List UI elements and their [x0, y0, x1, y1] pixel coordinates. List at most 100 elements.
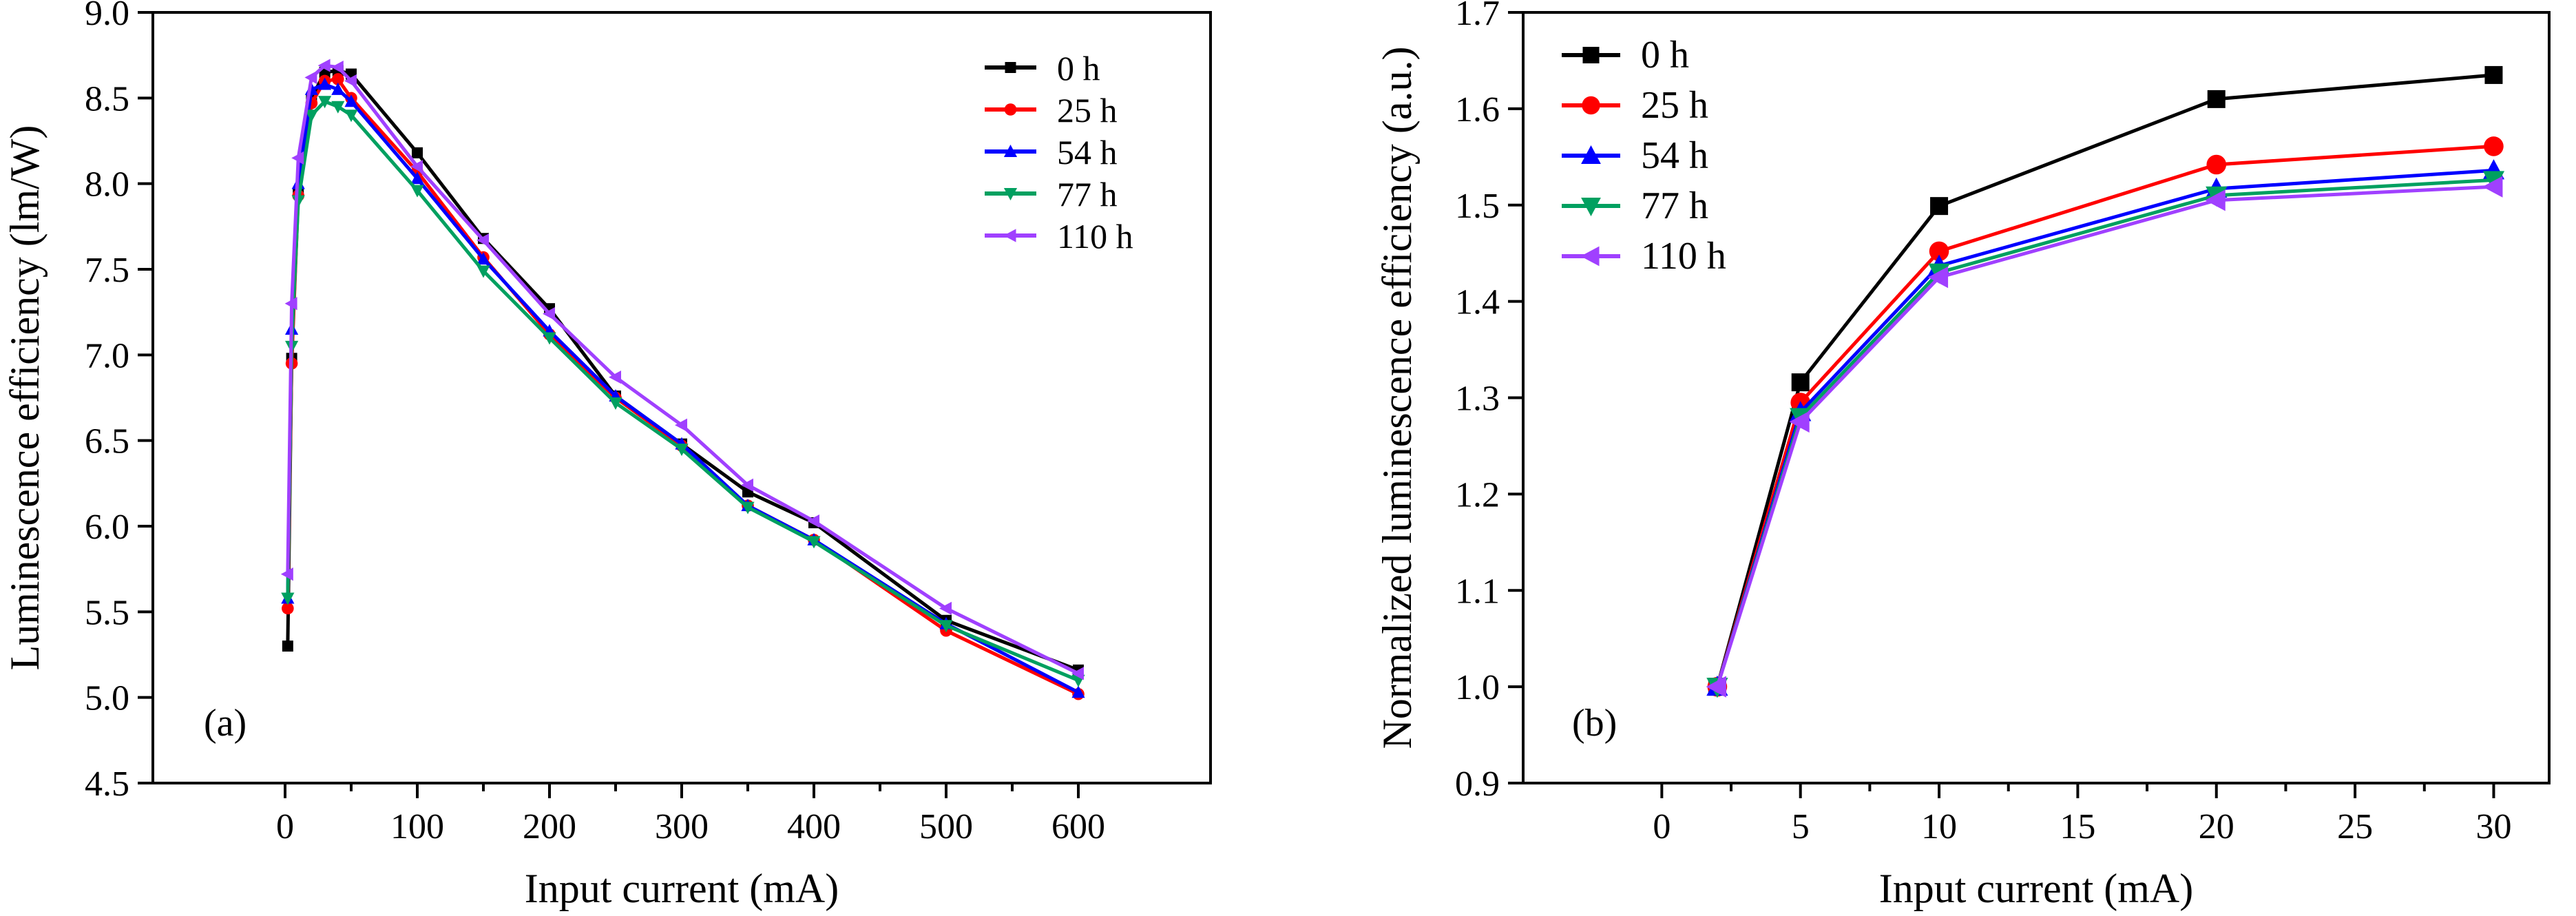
panel-b-y-tick-label: 1.0: [1455, 668, 1500, 707]
panel-a-data-point: [477, 252, 490, 265]
panel-b-data-point: [2205, 189, 2226, 211]
panel-a-data-point: [477, 233, 489, 247]
panel-a-data-point: [410, 160, 423, 174]
panel-b-data-point: [2207, 90, 2226, 108]
panel-a-data-point: [807, 536, 821, 549]
panel-b-y-tick-label: 0.9: [1455, 764, 1500, 804]
panel-a-data-point: [675, 418, 687, 432]
panel-a-data-point: [609, 397, 622, 410]
panel-b-y-tick-label: 1.5: [1455, 187, 1500, 226]
panel-b-x-tick-label: 30: [2475, 807, 2511, 846]
panel-a-data-point: [280, 568, 293, 581]
panel-b-data-point: [1929, 241, 1949, 262]
panel-a-data-point: [282, 641, 293, 652]
panel-b-data-point: [1706, 676, 1726, 698]
panel-b-legend-marker: [1582, 96, 1600, 115]
panel-a-data-point: [318, 96, 332, 109]
panel-b-series-line: [1715, 178, 2494, 687]
panel-a-legend-label: 54 h: [1057, 133, 1118, 171]
panel-a-data-point: [331, 82, 345, 95]
panel-a-legend-marker: [1003, 188, 1018, 200]
panel-a-label: (a): [204, 702, 247, 745]
panel-a-y-tick-label: 8.0: [85, 165, 129, 205]
panel-b-series-line: [1715, 168, 2494, 687]
panel-a-y-tick-label: 5.0: [85, 679, 129, 718]
panel-b-legend-label: 54 h: [1641, 134, 1708, 177]
panel-a-plot-frame: [151, 11, 1212, 784]
panel-a-chart: 0 100 200 300 400 500 600 4.5 5.0 5.5 6.0 6.5 7.0 7.5…: [2, 0, 1212, 911]
panel-a-data-point: [807, 514, 819, 528]
panel-a-legend-marker: [1003, 145, 1018, 157]
panel-a-data-point: [1071, 667, 1084, 680]
panel-a-data-point: [543, 307, 555, 321]
panel-a-data-point: [282, 602, 294, 615]
panel-b-label: (b): [1572, 702, 1617, 745]
panel-b-plot-frame: [1522, 11, 2551, 784]
panel-b-legend-label: 110 h: [1641, 235, 1726, 278]
panel-b-data-point: [2206, 154, 2227, 175]
panel-a-y-tick-label: 6.5: [85, 422, 129, 461]
panel-b-data-point: [1789, 410, 1810, 433]
panel-a-data-point: [344, 110, 358, 123]
panel-a-data-point: [317, 59, 331, 72]
panel-a-y-tick-label: 4.5: [85, 764, 129, 804]
panel-a-legend-label: 0 h: [1057, 49, 1100, 87]
panel-a-data-point: [675, 444, 689, 457]
panel-a-y-tick-label: 8.5: [85, 79, 129, 118]
panel-b-y-tick-label: 1.2: [1455, 475, 1500, 514]
panel-a-x-tick-label: 200: [523, 807, 576, 846]
panel-a-data-point: [609, 371, 621, 384]
panel-a-data-point: [939, 601, 952, 615]
panel-a-data-point: [412, 147, 423, 158]
panel-a-series-line: [286, 99, 1079, 683]
panel-a-y-tick-label: 7.5: [85, 251, 129, 290]
panel-a-data-point: [1071, 685, 1085, 698]
panel-a-series-line: [286, 77, 1080, 696]
panel-b-x-tick-label: 25: [2337, 807, 2373, 846]
panel-a-data-point: [284, 297, 297, 311]
panel-b-data-point: [1927, 267, 1949, 289]
panel-a-data-point: [331, 101, 345, 114]
panel-a-data-point: [332, 73, 344, 85]
panel-b-legend: 0 h 25 h 54 h 77 h 110 h: [1562, 34, 1726, 278]
panel-b-y-tick-label: 1.6: [1455, 90, 1500, 129]
panel-a-data-point: [318, 77, 332, 90]
panel-b-x-tick-label: 5: [1792, 807, 1810, 846]
panel-a-data-point: [741, 501, 755, 514]
panel-a-data-point: [410, 171, 424, 185]
panel-a-data-point: [281, 592, 295, 605]
panel-b-y-axis-title: Normalized luminescence efficiency (a.u.…: [1374, 46, 1420, 749]
panel-a-data-point: [344, 94, 358, 107]
panel-a-y-axis-title: Luminescence efficiency (lm/W): [2, 125, 48, 671]
panel-a-x-tick-label: 100: [390, 807, 444, 846]
panel-a-x-tick-label: 400: [787, 807, 841, 846]
panel-b-y-tick-label: 1.3: [1455, 379, 1500, 419]
panel-b-x-tick-label: 0: [1653, 807, 1671, 846]
panel-a-data-point: [331, 60, 344, 74]
panel-b-x-tick-label: 20: [2199, 807, 2234, 846]
panel-a-x-tick-label: 0: [276, 807, 294, 846]
panel-a-data-point: [291, 151, 304, 165]
panel-a-legend-label: 25 h: [1057, 91, 1118, 129]
panel-b-x-tick-label: 15: [2060, 807, 2095, 846]
panel-b-x-axis-title: Input current (mA): [1879, 866, 2194, 911]
panel-a-legend-marker: [1005, 62, 1016, 73]
panel-b-data-point: [2482, 176, 2503, 198]
panel-b-y-tick-label: 1.7: [1455, 0, 1500, 33]
panel-a-x-axis-title: Input current (mA): [525, 866, 839, 911]
panel-a-legend-marker: [1003, 229, 1016, 242]
panel-a-data-point: [477, 265, 490, 278]
panel-a-data-point: [304, 110, 318, 123]
panel-a-x-tick-label: 300: [655, 807, 709, 846]
panel-b-legend-label: 25 h: [1641, 84, 1708, 127]
panel-b-chart: 0 5 10 15 20 25 30 0.9 1.0 1.1 1.2 1.3 1.4 1.5 1.6 1.7 I…: [1374, 0, 2551, 911]
panel-b-y-tick-label: 1.4: [1455, 283, 1500, 322]
panel-a-y-tick-label: 9.0: [85, 0, 129, 33]
panel-b-legend-marker: [1581, 145, 1601, 164]
panel-a-y-tick-label: 7.0: [85, 336, 129, 375]
panel-a-data-point: [741, 478, 753, 492]
panel-a-y-tick-label: 6.0: [85, 508, 129, 547]
panel-a-legend-marker: [1004, 103, 1017, 116]
panel-b-data-point: [1791, 373, 1810, 392]
